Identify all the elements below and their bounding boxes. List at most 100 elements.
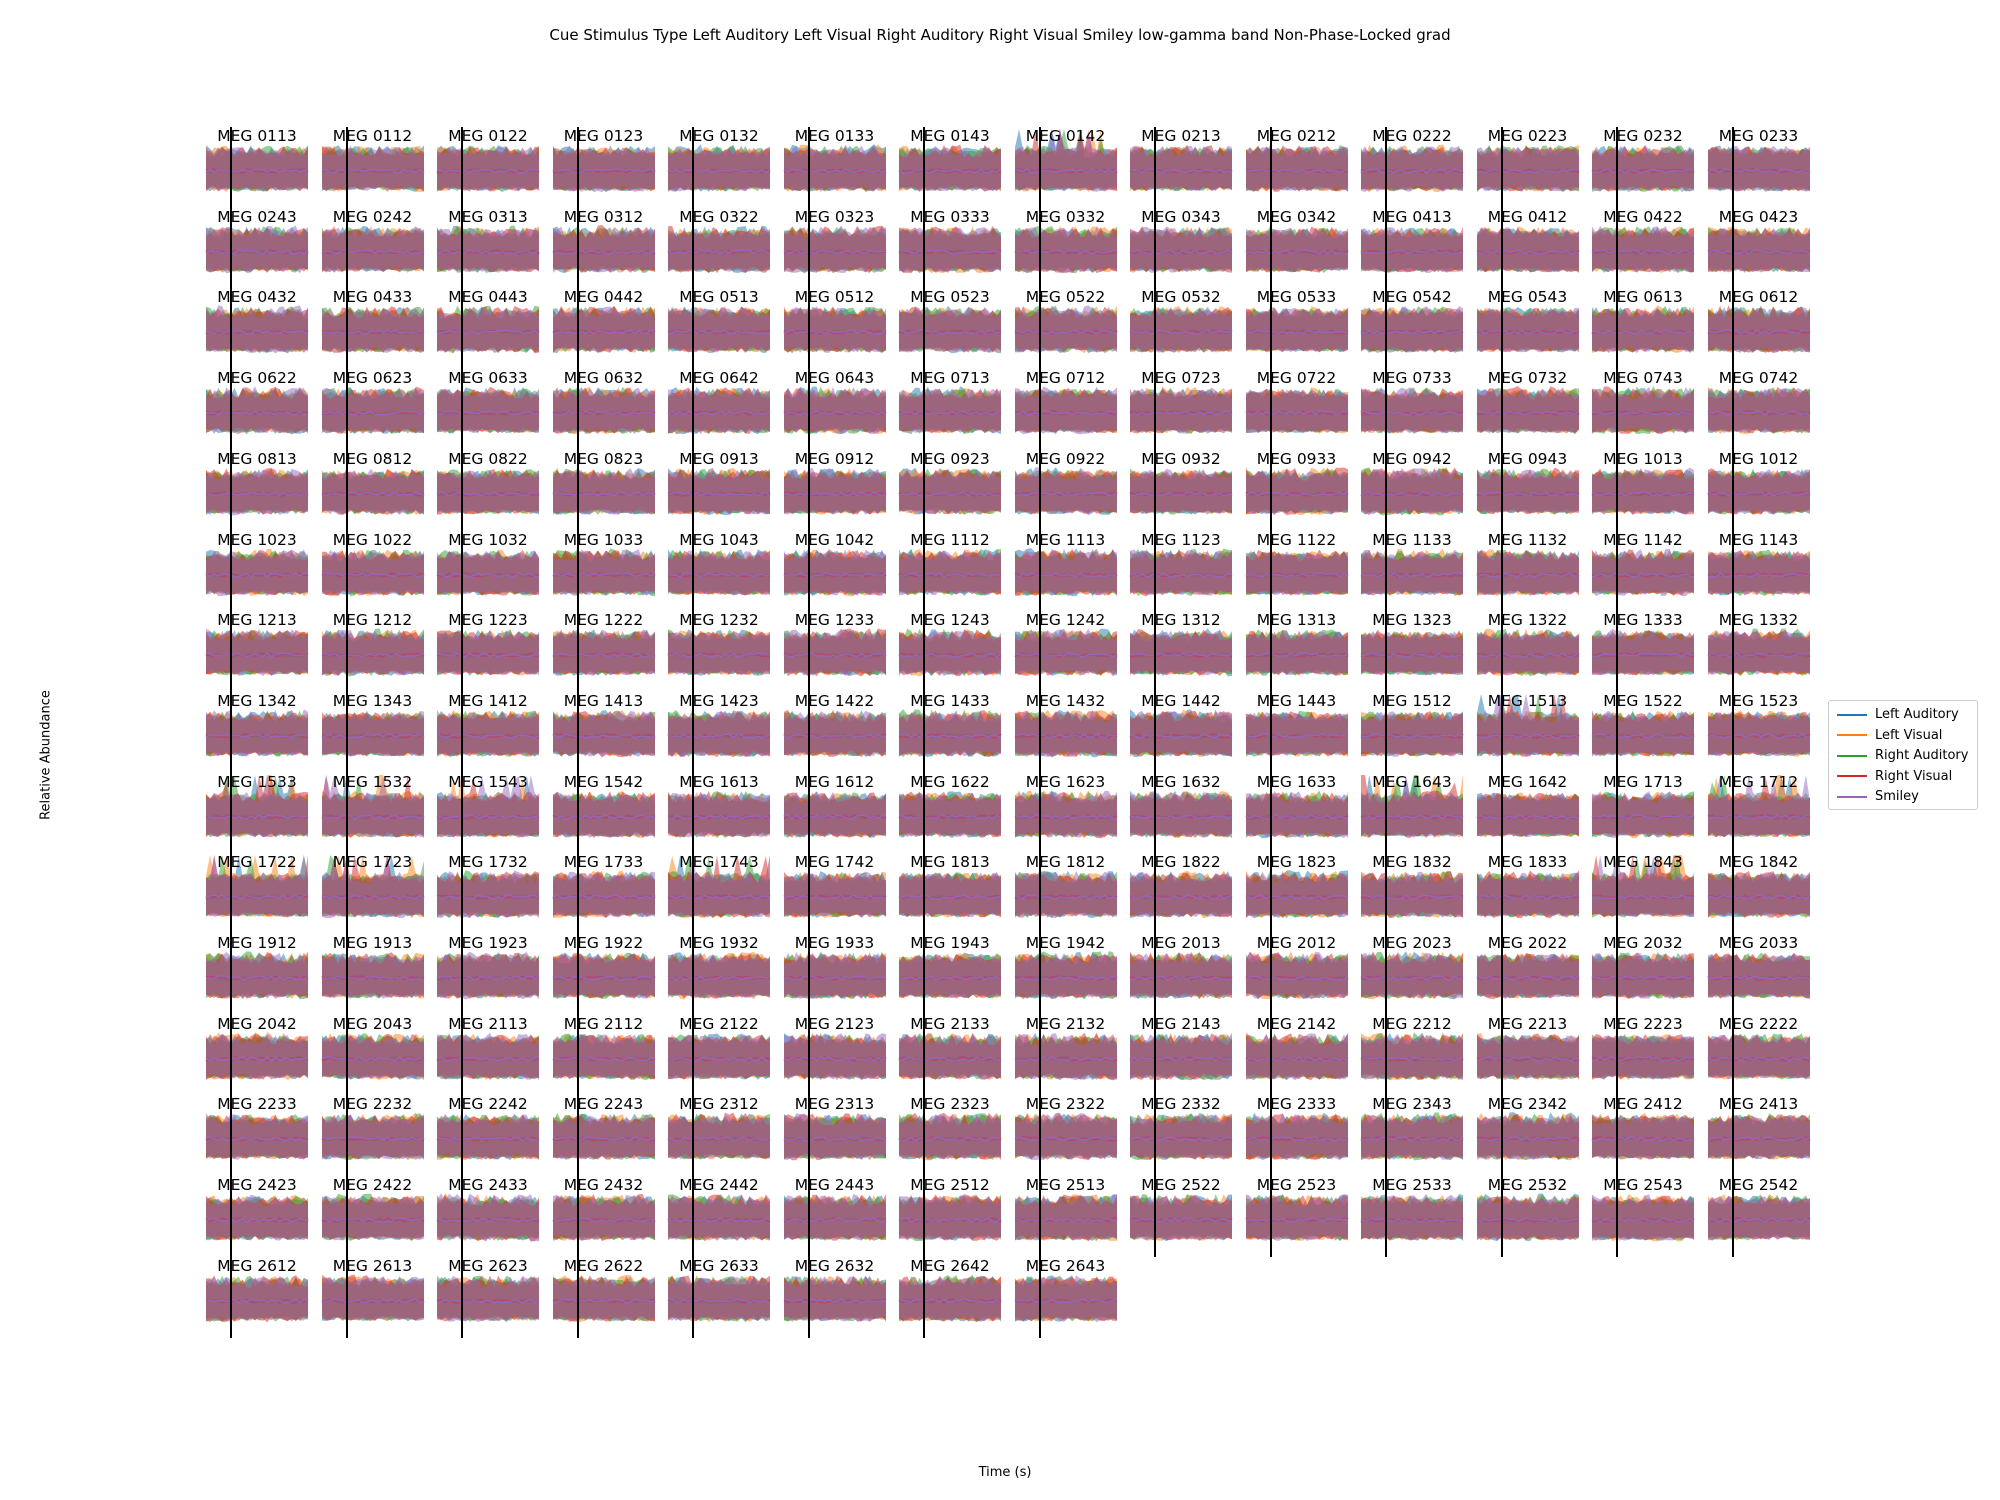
- sensor-plot: [321, 1176, 424, 1258]
- sensor-panel: MEG 1113: [1014, 530, 1117, 612]
- series-line-smiley: [321, 733, 424, 739]
- sensor-plot: [783, 1014, 886, 1096]
- series-area-smiley: [783, 952, 886, 999]
- series-line-smiley: [1591, 329, 1695, 335]
- sensor-plot: [1360, 611, 1464, 693]
- series-area-smiley: [783, 710, 886, 757]
- sensor-label: MEG 0933: [1256, 449, 1337, 468]
- sensor-label: MEG 0332: [1025, 207, 1106, 226]
- sensor-panel: MEG 2622: [552, 1256, 655, 1338]
- sensor-panel: MEG 2243: [552, 1095, 655, 1177]
- sensor-plot: [1014, 1176, 1117, 1258]
- sensor-plot: [1129, 207, 1233, 289]
- sensor-label: MEG 0533: [1256, 288, 1337, 307]
- sensor-plot: [898, 127, 1002, 208]
- sensor-plot: [321, 1014, 424, 1096]
- sensor-panel: MEG 0533: [1245, 288, 1348, 370]
- series-line-smiley: [205, 975, 309, 981]
- series-area-smiley: [437, 146, 539, 192]
- sensor-label: MEG 1123: [1141, 530, 1221, 549]
- sensor-panel: MEG 1522: [1591, 691, 1695, 773]
- sensor-panel: MEG 0232: [1591, 127, 1695, 208]
- sensor-panel: MEG 1222: [552, 611, 655, 693]
- sensor-panel: MEG 2012: [1245, 934, 1348, 1015]
- sensor-plot: [436, 611, 540, 693]
- sensor-plot: [898, 207, 1002, 289]
- series-line-smiley: [1360, 894, 1464, 900]
- sensor-plot: [1360, 369, 1464, 451]
- sensor-label: MEG 0922: [1025, 449, 1106, 468]
- sensor-panel: MEG 1413: [552, 691, 655, 773]
- legend-label: Right Visual: [1875, 768, 1953, 784]
- sensor-plot: [1014, 530, 1117, 612]
- series-line-smiley: [436, 329, 540, 336]
- sensor-label: MEG 0812: [332, 449, 413, 468]
- sensor-label: MEG 1142: [1603, 530, 1683, 549]
- series-line-smiley: [321, 168, 424, 174]
- series-area-smiley: [552, 387, 655, 434]
- sensor-label: MEG 1612: [794, 772, 875, 791]
- series-area-smiley: [1476, 631, 1579, 676]
- series-line-smiley: [1014, 733, 1117, 739]
- sensor-panel: MEG 0412: [1476, 207, 1579, 289]
- sensor-label: MEG 2533: [1372, 1176, 1452, 1195]
- series-area-smiley: [1361, 952, 1463, 999]
- sensor-plot: [321, 288, 424, 370]
- sensor-label: MEG 1732: [448, 853, 528, 872]
- sensor-plot: [436, 127, 540, 208]
- sensor-label: MEG 0122: [448, 127, 528, 145]
- sensor-plot: [552, 127, 655, 208]
- sensor-panel: MEG 1322: [1476, 611, 1579, 693]
- series-area-smiley: [1245, 631, 1348, 676]
- sensor-label: MEG 1512: [1372, 691, 1452, 710]
- sensor-plot: [667, 691, 771, 773]
- sensor-label: MEG 1242: [1025, 611, 1106, 630]
- sensor-plot: [898, 288, 1002, 370]
- sensor-panel: MEG 1432: [1014, 691, 1117, 773]
- series-line-smiley: [1707, 249, 1810, 255]
- series-area-smiley: [1130, 387, 1232, 434]
- series-line-smiley: [436, 975, 540, 981]
- sensor-label: MEG 0313: [448, 207, 528, 226]
- sensor-label: MEG 2132: [1025, 1014, 1106, 1033]
- sensor-panel: MEG 0342: [1245, 207, 1348, 289]
- sensor-label: MEG 0722: [1256, 369, 1337, 388]
- sensor-panel: MEG 1513: [1476, 691, 1579, 773]
- sensor-panel: MEG 2322: [1014, 1095, 1117, 1177]
- sensor-panel: MEG 0333: [898, 207, 1002, 289]
- sensor-plot: [1591, 611, 1695, 693]
- sensor-label: MEG 2043: [332, 1014, 413, 1033]
- sensor-label: MEG 0623: [332, 369, 413, 388]
- sensor-label: MEG 1243: [910, 611, 990, 630]
- sensor-plot: [321, 530, 424, 612]
- sensor-panel: MEG 0542: [1360, 288, 1464, 370]
- series-line-smiley: [321, 1217, 424, 1223]
- sensor-plot: [552, 207, 655, 289]
- series-line-smiley: [321, 329, 424, 335]
- sensor-label: MEG 1623: [1025, 772, 1106, 791]
- sensor-plot: [667, 772, 771, 854]
- series-line-smiley: [1591, 491, 1695, 497]
- sensor-panel: MEG 1822: [1129, 853, 1233, 935]
- sensor-panel: MEG 2533: [1360, 1176, 1464, 1258]
- sensor-plot: [783, 934, 886, 1015]
- sensor-panel: MEG 1332: [1707, 611, 1810, 693]
- sensor-panel: MEG 1232: [667, 611, 771, 693]
- sensor-label: MEG 2212: [1372, 1014, 1452, 1033]
- sensor-plot: [1476, 1014, 1579, 1096]
- sensor-plot: [205, 934, 309, 1015]
- series-line-smiley: [898, 1056, 1002, 1062]
- series-line-smiley: [1707, 894, 1810, 900]
- sensor-plot: [205, 691, 309, 773]
- sensor-plot: [1129, 369, 1233, 451]
- sensor-panel: MEG 1423: [667, 691, 771, 773]
- series-area-smiley: [1707, 388, 1810, 434]
- sensor-plot: [1014, 369, 1117, 451]
- sensor-plot: [1707, 127, 1810, 208]
- series-line-smiley: [1476, 733, 1579, 739]
- series-line-smiley: [1591, 813, 1695, 819]
- sensor-plot: [205, 288, 309, 370]
- sensor-label: MEG 2032: [1603, 934, 1683, 952]
- sensor-label: MEG 1032: [448, 530, 528, 549]
- sensor-panel: MEG 1643: [1360, 772, 1464, 854]
